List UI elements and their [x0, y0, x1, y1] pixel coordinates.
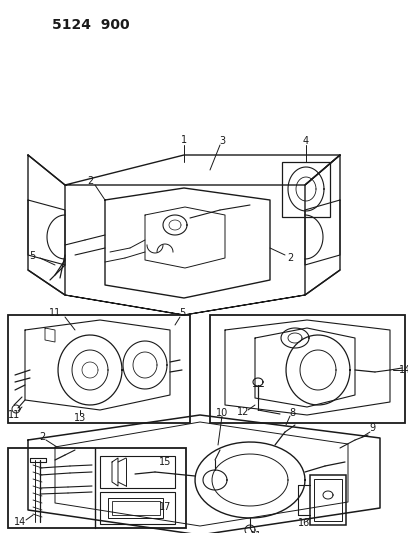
Text: 11: 11 — [250, 531, 262, 533]
Text: 8: 8 — [289, 408, 295, 418]
Text: 4: 4 — [303, 136, 309, 146]
Bar — [112, 501, 160, 515]
Bar — [210, 315, 405, 423]
Text: 16: 16 — [298, 518, 310, 528]
Text: 2: 2 — [39, 432, 45, 442]
Bar — [108, 498, 163, 518]
Bar — [314, 479, 342, 521]
Text: 11: 11 — [49, 308, 61, 318]
Text: 9: 9 — [369, 423, 375, 433]
Text: 5124  900: 5124 900 — [52, 18, 130, 32]
Text: 12: 12 — [237, 407, 249, 417]
Bar — [8, 448, 186, 528]
Bar — [8, 315, 190, 423]
Text: 5: 5 — [29, 251, 35, 261]
Text: 2: 2 — [287, 253, 293, 263]
Text: 14: 14 — [399, 365, 408, 375]
Text: 5: 5 — [179, 308, 185, 318]
Text: 17: 17 — [159, 502, 171, 512]
Text: 11: 11 — [8, 410, 20, 420]
Text: 3: 3 — [219, 136, 225, 146]
Text: 1: 1 — [181, 135, 187, 145]
Text: 15: 15 — [159, 457, 171, 467]
Text: 14: 14 — [14, 517, 26, 527]
Bar — [310, 475, 346, 525]
Bar — [100, 492, 175, 524]
Text: 10: 10 — [216, 408, 228, 418]
Text: 13: 13 — [74, 413, 86, 423]
Bar — [100, 456, 175, 488]
Bar — [282, 162, 330, 217]
Text: 2: 2 — [87, 176, 93, 186]
